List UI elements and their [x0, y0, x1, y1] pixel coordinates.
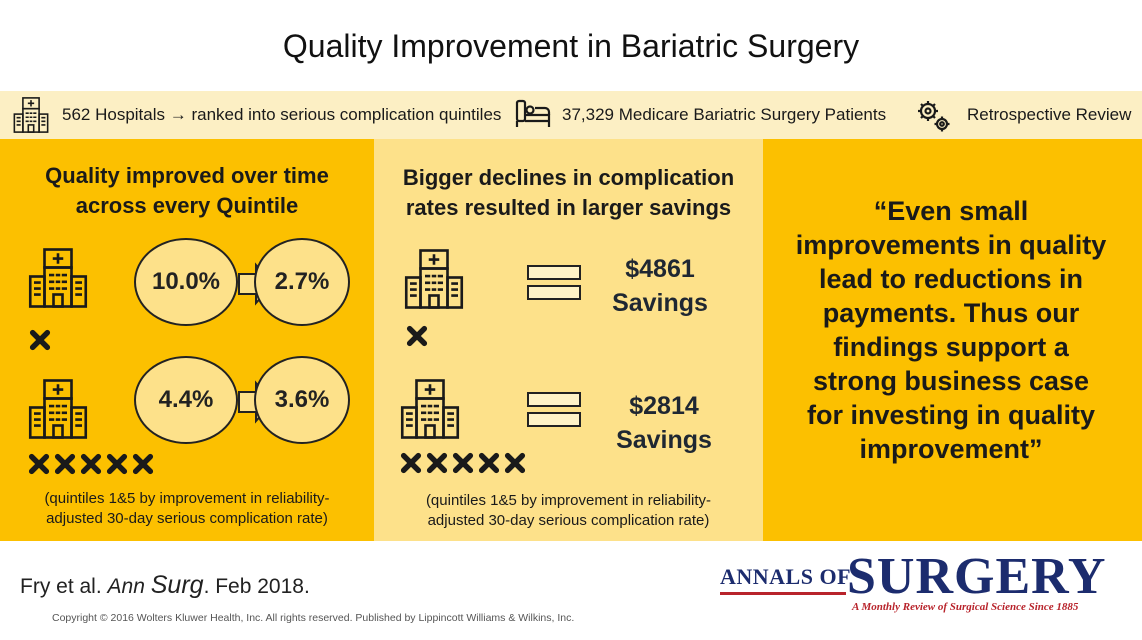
citation: Fry et al. Ann Surg. Feb 2018. [20, 571, 310, 600]
gears-icon [918, 101, 950, 132]
hospital-icon [12, 97, 50, 133]
citation-journal-abbrev: Ann [107, 575, 145, 598]
savings-heading-line1: Bigger declines in complication [402, 165, 735, 190]
quality-heading-line2: across every Quintile [75, 193, 299, 218]
hospitals-info: 562 Hospitals → ranked into serious comp… [62, 91, 501, 139]
quote-line5: findings support a [833, 332, 1069, 362]
x-mark-icon [406, 325, 428, 347]
x-mark-icon [426, 452, 448, 474]
quality-panel: Quality improved over time across every … [0, 139, 374, 541]
hospitals-text: 562 Hospitals → ranked into serious comp… [62, 105, 502, 124]
citation-date: . Feb 2018. [203, 575, 310, 598]
quote-panel [763, 139, 1142, 541]
patients-info: 37,329 Medicare Bariatric Surgery Patien… [562, 91, 886, 139]
quote-line6: strong business case [812, 366, 1090, 396]
x-mark-icon [478, 452, 500, 474]
x-mark-icon [29, 329, 51, 351]
review-info: Retrospective Review [967, 91, 1131, 139]
quality-heading: Quality improved over time across every … [12, 161, 362, 221]
x-mark-icon [400, 452, 422, 474]
savings-row2-label: Savings [616, 426, 712, 454]
x-mark-icon [28, 453, 50, 475]
x-mark-icon [132, 453, 154, 475]
quality-footnote-line1: (quintiles 1&5 by improvement in reliabi… [44, 490, 330, 507]
quote-line4: payments. Thus our [822, 298, 1080, 328]
logo-surgery: SURGERY [847, 548, 1107, 605]
row2-before-value: 4.4% [134, 356, 238, 444]
review-text: Retrospective Review [967, 105, 1132, 124]
citation-authors: Fry et al. [20, 575, 102, 598]
hospital-icon [28, 379, 88, 439]
savings-row1-amount: $4861 [625, 255, 695, 283]
hospital-icon [400, 379, 460, 439]
row2-after-value: 3.6% [254, 356, 350, 444]
savings-row2-amount: $2814 [629, 392, 699, 420]
row1-before-value: 10.0% [134, 238, 238, 326]
x-mark-icon [80, 453, 102, 475]
savings-row1: $4861 Savings [588, 252, 732, 320]
page-title: Quality Improvement in Bariatric Surgery [282, 28, 860, 64]
x-mark-icon [504, 452, 526, 474]
quote-line7: for investing in quality [806, 400, 1096, 430]
savings-panel: Bigger declines in complication rates re… [374, 139, 763, 541]
x-mark-icon [452, 452, 474, 474]
citation-journal-name: Surg [150, 571, 204, 599]
hospital-bed-icon [515, 99, 551, 127]
quality-footnote: (quintiles 1&5 by improvement in reliabi… [12, 489, 362, 529]
x-mark-icon [54, 453, 76, 475]
quote-line2: improvements in quality [795, 230, 1107, 260]
savings-footnote: (quintiles 1&5 by improvement in reliabi… [378, 491, 759, 531]
quality-footnote-line2: adjusted 30-day serious complication rat… [46, 510, 328, 527]
savings-row1-label: Savings [612, 289, 708, 317]
savings-heading: Bigger declines in complication rates re… [378, 163, 759, 223]
x-mark-row [400, 452, 530, 474]
patients-text: 37,329 Medicare Bariatric Surgery Patien… [562, 105, 887, 124]
quality-heading-line1: Quality improved over time [45, 163, 329, 188]
info-bar: 562 Hospitals → ranked into serious comp… [0, 91, 1142, 139]
journal-logo: ANNALS OF SURGERY A Monthly Review of Su… [720, 549, 1130, 620]
x-mark-icon [106, 453, 128, 475]
hospital-icon [404, 249, 464, 309]
x-mark-row [28, 453, 158, 475]
quote-text: “Even small improvements in quality lead… [790, 194, 1112, 466]
quote-line1: “Even small [873, 196, 1029, 226]
row1-after-value: 2.7% [254, 238, 350, 326]
quote-line8: improvement” [859, 434, 1043, 464]
logo-rule [720, 592, 846, 595]
copyright-notice: Copyright © 2016 Wolters Kluwer Health, … [52, 612, 575, 624]
savings-heading-line2: rates resulted in larger savings [405, 195, 732, 220]
logo-tagline: A Monthly Review of Surgical Science Sin… [852, 601, 1079, 613]
savings-footnote-line2: adjusted 30-day serious complication rat… [427, 512, 710, 529]
quote-line3: lead to reductions in [818, 264, 1084, 294]
savings-row2: $2814 Savings [592, 389, 736, 457]
logo-annals: ANNALS OF [720, 564, 852, 589]
hospital-icon [28, 248, 88, 308]
savings-footnote-line1: (quintiles 1&5 by improvement in reliabi… [425, 492, 712, 509]
